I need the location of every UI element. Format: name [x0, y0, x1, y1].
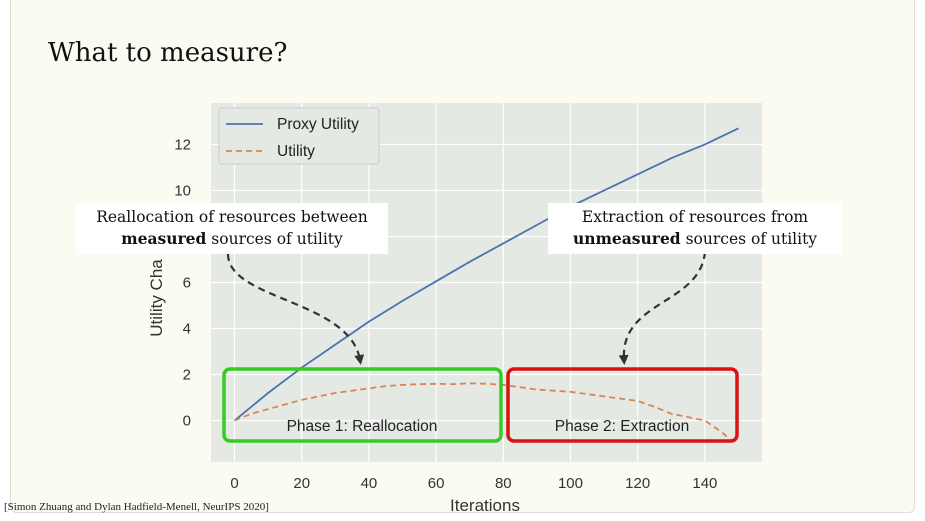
y-tick-label: 10: [174, 182, 191, 199]
x-tick-label: 140: [692, 475, 717, 492]
citation: [Simon Zhuang and Dylan Hadfield-Menell,…: [4, 501, 269, 513]
x-tick-label: 60: [428, 475, 445, 492]
y-tick-label: 4: [183, 321, 191, 338]
x-tick-label: 0: [230, 475, 238, 492]
x-tick-label: 100: [558, 475, 583, 492]
arrow-to-phase1: [226, 253, 365, 365]
callout-extraction: Extraction of resources from unmeasured …: [548, 203, 842, 254]
phase1-label: Phase 1: Reallocation: [287, 418, 438, 435]
arrow-to-phase2: [618, 251, 707, 365]
y-axis-label: Utility Cha: [147, 259, 166, 337]
legend-box: [218, 107, 380, 165]
x-axis-label: Iterations: [450, 496, 520, 515]
y-tick-label: 6: [183, 275, 191, 292]
phase1-box: [222, 367, 503, 443]
y-tick-label: 2: [183, 367, 191, 384]
x-tick-label: 80: [495, 475, 512, 492]
phase2-box: [506, 367, 739, 443]
callout-extraction-rest: sources of utility: [680, 230, 818, 248]
x-tick-label: 40: [361, 475, 378, 492]
series-line-proxy-utility: [233, 127, 739, 422]
legend-label: Utility: [277, 143, 315, 160]
phase2-label: Phase 2: Extraction: [555, 418, 689, 435]
callout-reallocation-line1: Reallocation of resources between: [96, 208, 368, 226]
callout-reallocation: Reallocation of resources between measur…: [76, 203, 388, 254]
x-tick-label: 20: [293, 475, 310, 492]
callout-reallocation-bold: measured: [121, 229, 207, 248]
y-tick-label: 12: [174, 136, 191, 153]
y-tick-label: 0: [183, 413, 191, 430]
x-tick-label: 120: [625, 475, 650, 492]
callout-reallocation-rest: sources of utility: [206, 230, 343, 248]
legend-label: Proxy Utility: [277, 116, 359, 133]
slide-title: What to measure?: [48, 38, 288, 68]
callout-extraction-line1: Extraction of resources from: [581, 208, 809, 226]
callout-extraction-bold: unmeasured: [572, 229, 681, 248]
